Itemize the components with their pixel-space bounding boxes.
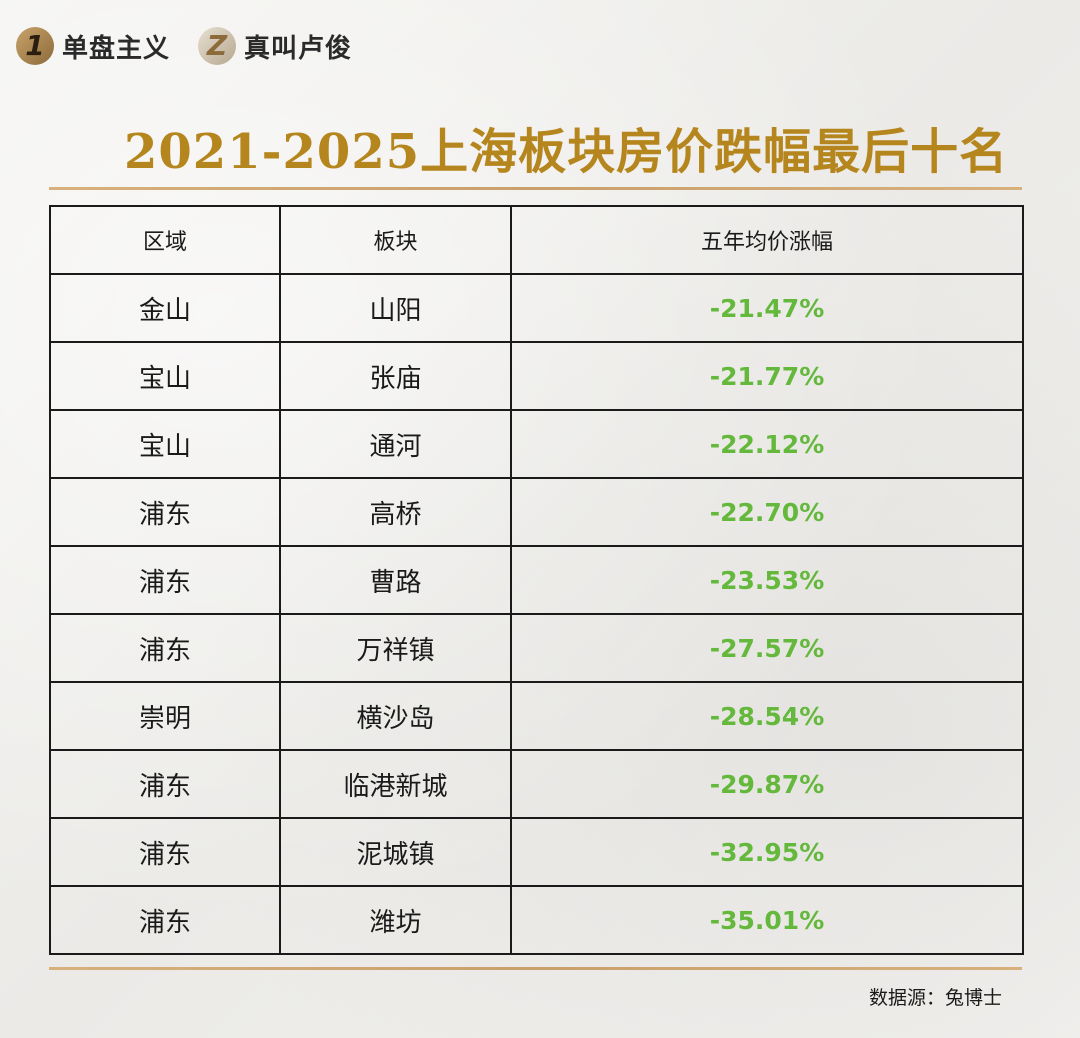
brand-logo-1-icon: 1 [16, 27, 54, 65]
brand-name-2: 真叫卢俊 [244, 33, 353, 64]
district-cell: 浦东 [49, 817, 281, 887]
district-cell: 浦东 [49, 885, 281, 955]
table-row: 宝山 张庙 -21.77% [49, 341, 1024, 411]
data-source-note: 数据源：兔博士 [868, 987, 1002, 1009]
district-cell: 崇明 [49, 681, 281, 751]
change-cell: -22.12% [510, 409, 1024, 479]
district-cell: 金山 [49, 273, 281, 343]
district-cell: 宝山 [49, 409, 281, 479]
column-header-change: 五年均价涨幅 [510, 205, 1024, 275]
block-cell: 临港新城 [279, 749, 512, 819]
district-cell: 宝山 [49, 341, 281, 411]
table-row: 浦东 泥城镇 -32.95% [49, 817, 1024, 887]
bottom-divider [49, 967, 1022, 970]
brand-name-1: 单盘主义 [62, 33, 171, 64]
brand-danpanzhuyi: 1 单盘主义 [16, 27, 170, 65]
change-cell: -29.87% [510, 749, 1024, 819]
table-row: 金山 山阳 -21.47% [49, 273, 1024, 343]
district-cell: 浦东 [49, 545, 281, 615]
district-cell: 浦东 [49, 613, 281, 683]
table-row: 浦东 曹路 -23.53% [49, 545, 1024, 615]
table-row: 浦东 潍坊 -35.01% [49, 885, 1024, 955]
brand-zhenjiaolujun: Z 真叫卢俊 [198, 27, 352, 65]
top-divider [49, 187, 1022, 190]
block-cell: 横沙岛 [279, 681, 512, 751]
column-header-district: 区域 [49, 205, 281, 275]
block-cell: 通河 [279, 409, 512, 479]
block-cell: 万祥镇 [279, 613, 512, 683]
change-cell: -21.47% [510, 273, 1024, 343]
table-row: 浦东 临港新城 -29.87% [49, 749, 1024, 819]
change-cell: -23.53% [510, 545, 1024, 615]
table-row: 宝山 通河 -22.12% [49, 409, 1024, 479]
block-cell: 曹路 [279, 545, 512, 615]
block-cell: 山阳 [279, 273, 512, 343]
block-cell: 潍坊 [279, 885, 512, 955]
change-cell: -35.01% [510, 885, 1024, 955]
brand-logo-2-icon: Z [198, 27, 237, 65]
district-cell: 浦东 [49, 477, 281, 547]
table-row: 崇明 横沙岛 -28.54% [49, 681, 1024, 751]
ranking-table: 区域 板块 五年均价涨幅 金山 山阳 -21.47% 宝山 张庙 -21.77% 宝山 通河 -… [49, 205, 1024, 955]
table-row: 浦东 高桥 -22.70% [49, 477, 1024, 547]
change-cell: -28.54% [510, 681, 1024, 751]
table-header-row: 区域 板块 五年均价涨幅 [49, 205, 1024, 275]
table-body: 金山 山阳 -21.47% 宝山 张庙 -21.77% 宝山 通河 -22.12% 浦东 高桥 -22… [49, 273, 1024, 955]
block-cell: 张庙 [279, 341, 512, 411]
district-cell: 浦东 [49, 749, 281, 819]
column-header-block: 板块 [279, 205, 512, 275]
block-cell: 泥城镇 [279, 817, 512, 887]
change-cell: -22.70% [510, 477, 1024, 547]
change-cell: -32.95% [510, 817, 1024, 887]
change-cell: -21.77% [510, 341, 1024, 411]
change-cell: -27.57% [510, 613, 1024, 683]
block-cell: 高桥 [279, 477, 512, 547]
table-row: 浦东 万祥镇 -27.57% [49, 613, 1024, 683]
chart-title: 2021-2025上海板块房价跌幅最后十名 [124, 124, 1009, 180]
brand-row: 1 单盘主义 Z 真叫卢俊 [16, 24, 380, 68]
